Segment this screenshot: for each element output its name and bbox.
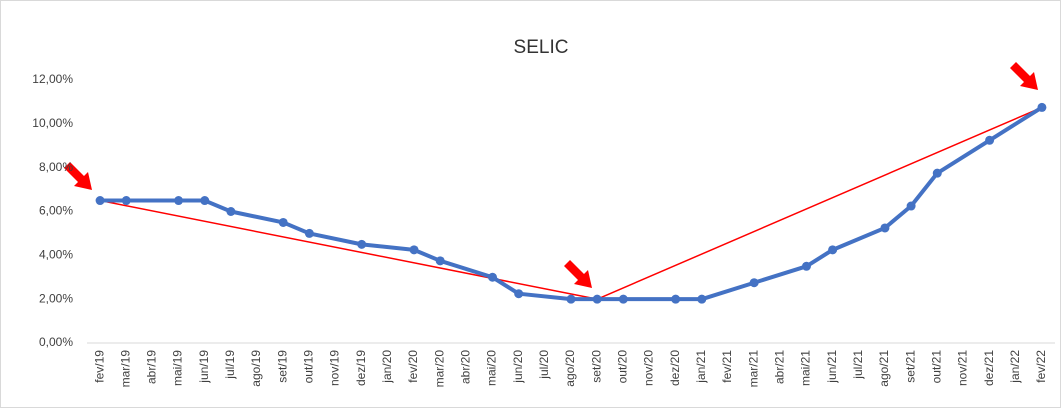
- y-tick-label: 6,00%: [39, 204, 73, 218]
- arrows: [64, 62, 1038, 288]
- x-tick-label: dez/21: [982, 350, 996, 386]
- line-segment: [359, 242, 417, 252]
- marker: [801, 261, 811, 271]
- x-tick-label: out/21: [929, 350, 943, 384]
- chart-title: SELIC: [514, 37, 569, 58]
- marker: [592, 294, 602, 304]
- line-segment: [830, 225, 887, 252]
- x-tick-label: dez/20: [668, 350, 682, 386]
- marker: [671, 294, 681, 304]
- x-tick-label: fev/22: [1034, 350, 1048, 383]
- line-segment: [202, 198, 233, 214]
- marker: [828, 245, 838, 255]
- marker: [95, 196, 105, 206]
- marker: [409, 245, 419, 255]
- marker: [357, 239, 367, 249]
- line-segment: [909, 171, 940, 209]
- x-tick-label: mar/20: [432, 350, 446, 388]
- x-tick-label: mai/21: [799, 350, 813, 386]
- line-segment: [804, 247, 835, 269]
- y-tick-label: 8,00%: [39, 160, 73, 174]
- x-tick-label: ago/21: [877, 350, 891, 387]
- x-tick-label: nov/19: [328, 350, 342, 386]
- x-tick-label: mar/21: [746, 350, 760, 388]
- x-tick-label: mai/19: [171, 350, 185, 386]
- y-tick-label: 10,00%: [32, 116, 73, 130]
- x-tick-label: jan/20: [380, 350, 394, 384]
- x-tick-label: fev/19: [92, 350, 106, 383]
- y-tick-label: 2,00%: [39, 291, 73, 305]
- line-segment: [490, 275, 521, 296]
- marker: [278, 217, 288, 227]
- marker: [566, 294, 576, 304]
- x-tick-label: set/21: [903, 350, 917, 383]
- x-tick-label: jul/20: [537, 350, 551, 380]
- marker: [697, 294, 707, 304]
- x-tick-label: out/20: [615, 350, 629, 384]
- x-tick-label: fev/20: [406, 350, 420, 383]
- line-segment: [752, 264, 809, 285]
- y-tick-label: 0,00%: [39, 335, 73, 349]
- marker: [200, 196, 210, 206]
- y-tick-label: 4,00%: [39, 248, 73, 262]
- marker: [435, 256, 445, 266]
- line-segment: [596, 106, 1043, 300]
- marker: [618, 294, 628, 304]
- marker: [174, 196, 184, 206]
- line-segment: [228, 209, 286, 225]
- marker: [1037, 102, 1047, 112]
- marker: [932, 168, 942, 178]
- line-segment: [438, 258, 495, 280]
- x-tick-label: out/19: [302, 350, 316, 384]
- x-tick-label: nov/21: [956, 350, 970, 386]
- line-segment: [935, 138, 992, 176]
- x-tick-label: jan/22: [1008, 350, 1022, 384]
- marker: [985, 135, 995, 145]
- x-tick-label: jun/21: [825, 350, 839, 384]
- line-segment: [882, 204, 914, 230]
- x-tick-label: jul/19: [223, 350, 237, 380]
- marker: [304, 228, 314, 238]
- x-tick-label: mai/20: [485, 350, 499, 386]
- arrow: [1010, 62, 1038, 90]
- line-segment: [307, 231, 364, 247]
- x-tick-label: set/19: [275, 350, 289, 383]
- x-tick-label: mar/19: [118, 350, 132, 388]
- line-segment: [281, 220, 312, 236]
- x-tick-label: ago/19: [249, 350, 263, 387]
- x-tick-label: jun/19: [197, 350, 211, 384]
- arrow: [564, 260, 592, 288]
- arrow: [64, 162, 92, 190]
- marker: [226, 207, 236, 216]
- marker: [488, 272, 498, 282]
- line-segment: [987, 105, 1044, 143]
- x-tick-label: jul/21: [851, 350, 865, 380]
- y-tick-label: 12,00%: [32, 72, 73, 86]
- marker: [906, 201, 916, 211]
- line-segment: [99, 199, 598, 300]
- marker: [880, 223, 890, 233]
- line-segment: [699, 280, 757, 302]
- x-tick-label: abr/19: [145, 350, 159, 384]
- x-tick-label: dez/19: [354, 350, 368, 386]
- line-segment: [516, 291, 573, 302]
- x-tick-label: fev/21: [720, 350, 734, 383]
- x-tick-label: set/20: [589, 350, 603, 383]
- marker: [514, 289, 524, 299]
- marker: [749, 278, 759, 288]
- x-tick-label: abr/20: [459, 350, 473, 384]
- marker: [121, 196, 131, 206]
- line-segment: [412, 247, 443, 263]
- x-tick-label: abr/21: [772, 350, 786, 384]
- x-tick-label: jan/21: [694, 350, 708, 384]
- x-tick-label: ago/20: [563, 350, 577, 387]
- x-tick-label: jun/20: [511, 350, 525, 384]
- x-tick-label: nov/20: [642, 350, 656, 386]
